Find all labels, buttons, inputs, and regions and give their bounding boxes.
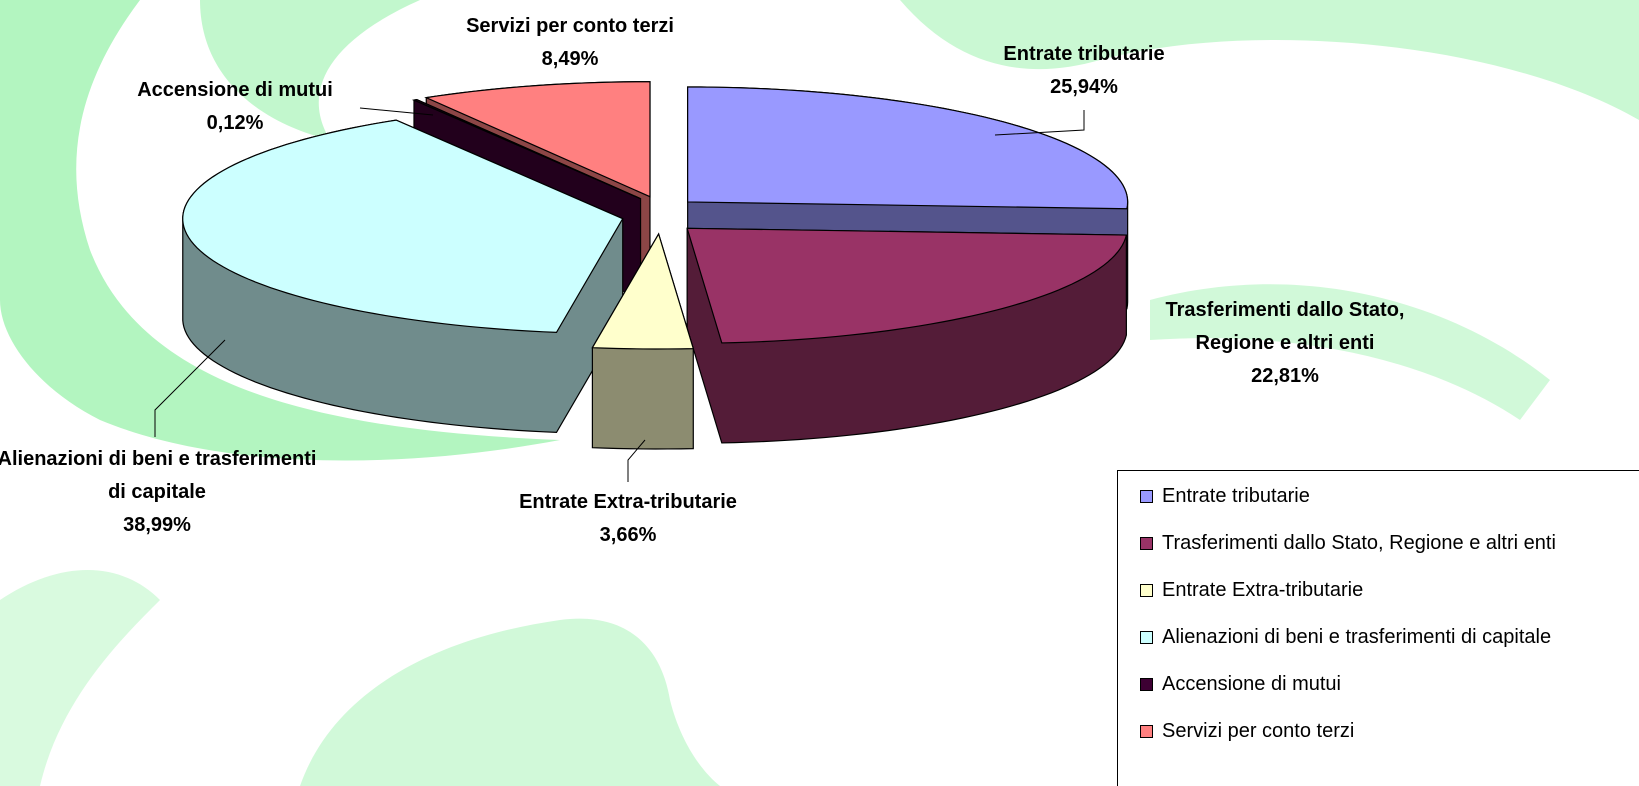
- legend-item: Alienazioni di beni e trasferimenti di c…: [1140, 626, 1551, 649]
- pie: [182, 81, 1129, 450]
- legend-swatch: [1140, 631, 1153, 644]
- legend-item: Entrate Extra-tributarie: [1140, 579, 1363, 602]
- leader-lines: [154, 107, 1085, 482]
- label-value: 8,49%: [541, 48, 599, 70]
- data-label: Entrate Extra-tributarie 3,66%: [468, 486, 788, 552]
- legend-item: Servizi per conto terzi: [1140, 720, 1354, 743]
- label-value: 0,12%: [206, 112, 264, 134]
- legend-text: Entrate Extra-tributarie: [1162, 579, 1364, 601]
- slice: [182, 119, 624, 333]
- legend-item: Accensione di mutui: [1140, 673, 1341, 696]
- legend-text: Trasferimenti dallo Stato, Regione e alt…: [1162, 532, 1556, 554]
- legend-text: Accensione di mutui: [1162, 673, 1341, 695]
- data-label: Trasferimenti dallo Stato, Regione e alt…: [1125, 294, 1445, 393]
- label-name: Servizi per conto terzi: [466, 15, 674, 37]
- slice: [411, 99, 641, 200]
- legend-swatch: [1140, 490, 1153, 503]
- data-label: Accensione di mutui 0,12%: [85, 74, 385, 140]
- slice: [687, 86, 1129, 210]
- legend-text: Alienazioni di beni e trasferimenti di c…: [1162, 626, 1552, 648]
- data-label: Alienazioni di beni e trasferimenti di c…: [0, 443, 317, 542]
- label-name: Entrate tributarie: [1003, 43, 1165, 65]
- label-value: 38,99%: [123, 514, 191, 536]
- legend: Entrate tributarie Trasferimenti dallo St…: [1117, 470, 1639, 786]
- slice: [591, 232, 695, 350]
- data-label: Entrate tributarie 25,94%: [954, 38, 1214, 104]
- label-value: 25,94%: [1050, 76, 1118, 98]
- slice: [686, 227, 1128, 344]
- label-name: Trasferimenti dallo Stato, Regione e alt…: [1165, 299, 1405, 354]
- label-name: Alienazioni di beni e trasferimenti di c…: [0, 448, 317, 503]
- legend-swatch: [1140, 537, 1153, 550]
- legend-swatch: [1140, 725, 1153, 738]
- legend-item: Trasferimenti dallo Stato, Regione e alt…: [1140, 532, 1556, 555]
- label-value: 3,66%: [599, 524, 657, 546]
- label-value: 22,81%: [1251, 365, 1319, 387]
- legend-text: Servizi per conto terzi: [1162, 720, 1355, 742]
- legend-swatch: [1140, 584, 1153, 597]
- legend-text: Entrate tributarie: [1162, 485, 1310, 507]
- label-name: Entrate Extra-tributarie: [519, 491, 737, 513]
- slice: [424, 81, 651, 198]
- label-name: Accensione di mutui: [137, 79, 333, 101]
- legend-item: Entrate tributarie: [1140, 485, 1310, 508]
- data-label: Servizi per conto terzi 8,49%: [410, 10, 730, 76]
- legend-swatch: [1140, 678, 1153, 691]
